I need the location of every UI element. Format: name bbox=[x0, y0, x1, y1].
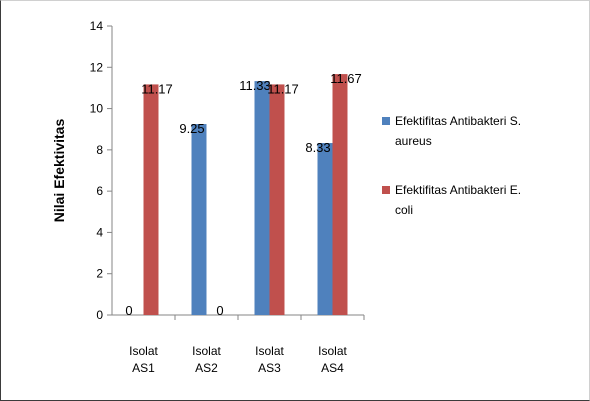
y-tick-label: 6 bbox=[96, 184, 103, 198]
data-label: 11.67 bbox=[330, 71, 362, 86]
data-label: 9.25 bbox=[179, 121, 204, 136]
data-label: 11.33 bbox=[239, 78, 271, 93]
bar-coli bbox=[332, 74, 348, 315]
x-tick-label: Isolat bbox=[129, 344, 158, 358]
x-tick-label: Isolat bbox=[192, 344, 221, 358]
y-tick-label: 10 bbox=[90, 102, 104, 116]
bar-aureus bbox=[254, 81, 270, 316]
data-label: 8.33 bbox=[305, 140, 330, 155]
y-tick-label: 0 bbox=[96, 308, 103, 322]
data-label: 0 bbox=[216, 303, 223, 318]
x-tick-label: AS1 bbox=[132, 361, 155, 375]
x-tick-label: Isolat bbox=[318, 344, 347, 358]
y-tick-label: 4 bbox=[96, 225, 103, 239]
data-label: 0 bbox=[125, 303, 132, 318]
y-tick-label: 12 bbox=[90, 60, 104, 74]
legend-swatch bbox=[382, 117, 390, 125]
x-tick-label: AS4 bbox=[321, 361, 344, 375]
y-tick-label: 14 bbox=[90, 19, 104, 33]
bar-coli bbox=[143, 84, 159, 316]
legend-label: Efektifitas Antibakteri E. bbox=[395, 183, 521, 197]
data-label: 11.17 bbox=[267, 81, 299, 96]
x-tick-label: AS3 bbox=[258, 361, 281, 375]
legend-label: aureus bbox=[395, 134, 432, 148]
bar-aureus bbox=[317, 143, 333, 315]
y-tick-label: 8 bbox=[96, 143, 103, 157]
bar-aureus bbox=[191, 124, 207, 315]
y-tick-label: 2 bbox=[96, 267, 103, 281]
legend-label: Efektifitas Antibakteri S. bbox=[395, 114, 521, 128]
legend-label: coli bbox=[395, 203, 413, 217]
data-label: 11.17 bbox=[141, 81, 173, 96]
x-tick-label: Isolat bbox=[255, 344, 284, 358]
legend-swatch bbox=[382, 186, 390, 194]
x-tick-label: AS2 bbox=[195, 361, 218, 375]
y-axis-title: Nilai Efektivitas bbox=[51, 119, 67, 223]
bar-coli bbox=[269, 84, 285, 316]
